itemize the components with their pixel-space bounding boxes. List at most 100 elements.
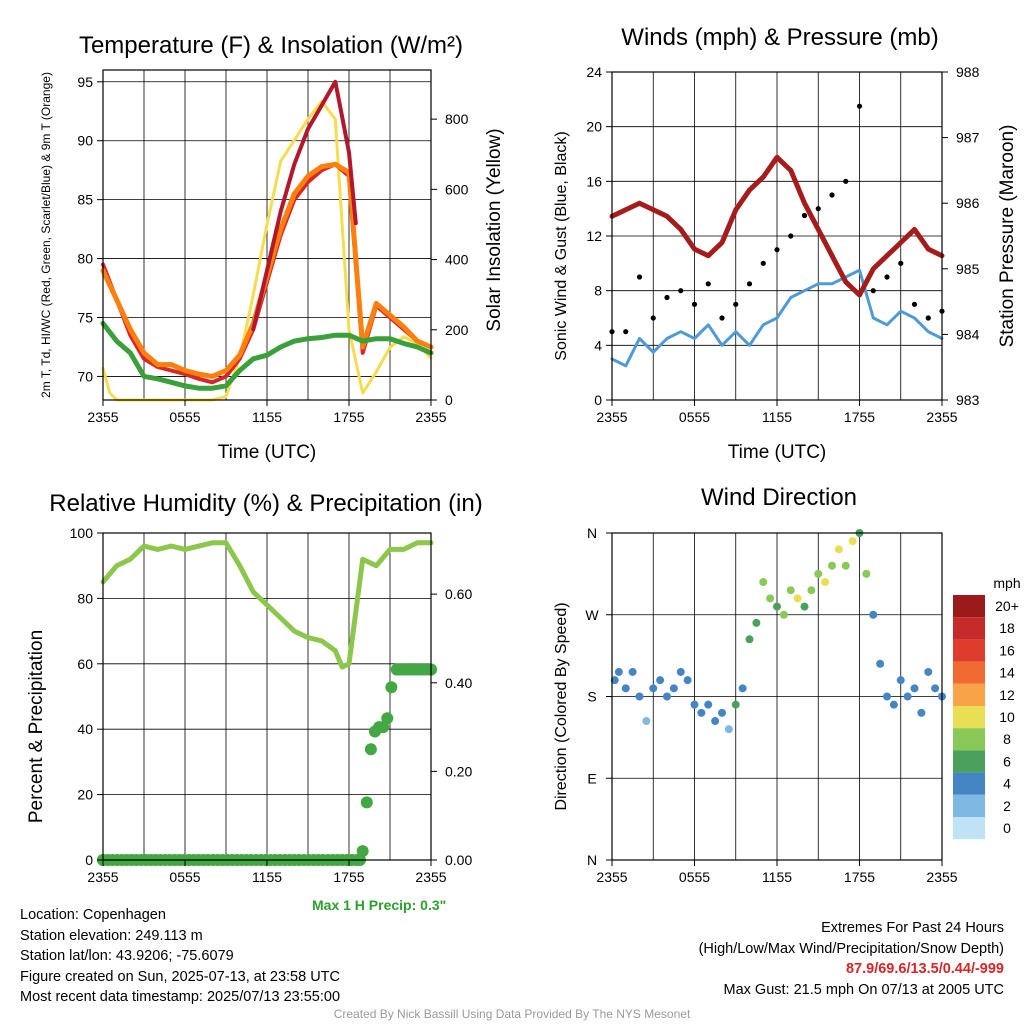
x-tick-label: 2355	[926, 409, 957, 425]
y-tick-label: E	[587, 770, 596, 786]
dewpoint-line	[100, 320, 434, 391]
x-tick-label: 0555	[169, 869, 200, 885]
credit-text: Created By Nick Bassill Using Data Provi…	[333, 1007, 691, 1021]
panel-humidity	[143, 533, 391, 860]
y-tick-label: 60	[77, 656, 93, 672]
max-precip-annotation: Max 1 H Precip: 0.3"	[312, 897, 447, 913]
direction-point	[841, 561, 850, 570]
legend-swatch	[953, 728, 985, 751]
direction-point	[704, 700, 713, 709]
direction-point	[656, 676, 665, 685]
chart-title: Temperature (F) & Insolation (W/m²)	[79, 32, 463, 59]
x-tick-label: 0555	[679, 409, 710, 425]
y-tick-label: W	[585, 607, 599, 623]
direction-point	[690, 700, 699, 709]
y2-tick-label: 400	[445, 252, 469, 268]
legend-label: 6	[1003, 753, 1011, 769]
y-tick-label: 24	[586, 64, 602, 80]
x-tick-label: 1755	[333, 409, 364, 425]
x-tick-label: 2355	[87, 869, 118, 885]
y-tick-label: S	[587, 689, 596, 705]
legend-swatch	[953, 595, 985, 618]
y-axis-label: Direction (Colored By Speed)	[553, 602, 570, 810]
direction-point	[738, 684, 747, 693]
x-tick-label: 1155	[252, 409, 282, 425]
y2-tick-label: 0	[445, 392, 453, 408]
gust-point	[856, 103, 863, 109]
max-gust-text: Max Gust: 21.5 mph On 07/13 at 2005 UTC	[723, 981, 1004, 998]
direction-point	[635, 692, 644, 701]
chart-title: Relative Humidity (%) & Precipitation (i…	[49, 490, 482, 517]
y-tick-label: N	[587, 525, 597, 541]
extremes-title: Extremes For Past 24 Hours	[821, 920, 1004, 936]
direction-point	[896, 676, 905, 685]
gust-point	[911, 301, 918, 307]
y2-tick-label: 0.20	[445, 763, 472, 779]
legend-swatch	[953, 750, 985, 773]
x-axis-label: Time (UTC)	[728, 442, 827, 463]
legend-swatch	[953, 617, 985, 640]
direction-point	[628, 667, 637, 676]
station-pressure-line	[609, 154, 945, 298]
gust-point	[705, 281, 711, 287]
y-tick-label: 20	[77, 787, 93, 803]
gust-point	[691, 301, 698, 307]
chart-title: Winds (mph) & Pressure (mb)	[621, 24, 938, 51]
legend-label: 18	[999, 620, 1015, 636]
x-tick-label: 1755	[844, 409, 875, 425]
direction-point	[779, 610, 788, 619]
direction-point	[931, 684, 940, 693]
gust-point	[678, 288, 684, 294]
extremes-values: 87.9/69.6/13.5/0.44/-999	[845, 961, 1004, 978]
direction-point	[759, 578, 768, 587]
y2-tick-label: 987	[956, 130, 980, 146]
gust-point	[623, 329, 629, 335]
precip-point	[360, 796, 373, 809]
direction-point	[711, 717, 720, 726]
gust-point	[650, 315, 656, 321]
y-tick-label: 20	[586, 119, 602, 135]
direction-point	[610, 676, 619, 685]
x-tick-label: 1155	[762, 409, 792, 425]
direction-point	[752, 618, 761, 627]
gust-point	[843, 178, 849, 184]
gust-point	[636, 274, 643, 280]
precip-point	[385, 681, 398, 694]
direction-point	[910, 684, 919, 693]
direction-point	[697, 708, 706, 717]
extremes-subtitle: (High/Low/Max Wind/Precipitation/Snow De…	[698, 940, 1004, 957]
y-tick-label: 80	[77, 590, 93, 606]
y2-tick-label: 600	[445, 181, 469, 197]
direction-point	[773, 602, 781, 611]
y-tick-label: 90	[77, 133, 93, 149]
direction-point	[876, 659, 885, 668]
legend-swatch	[953, 817, 985, 840]
gust-point	[829, 192, 835, 198]
legend-label: 12	[999, 687, 1015, 703]
direction-point	[800, 602, 809, 611]
x-tick-label: 2355	[415, 869, 446, 885]
y-axis-label: Sonic Wind & Gust (Blue, Black)	[553, 131, 570, 360]
gust-point	[746, 281, 753, 287]
x-tick-label: 1755	[333, 869, 364, 885]
x-tick-label: 1755	[844, 869, 875, 885]
legend-title: mph	[993, 575, 1020, 591]
direction-point	[663, 692, 671, 701]
precip-point	[356, 845, 369, 858]
direction-point	[766, 594, 775, 603]
y-tick-label: N	[587, 852, 597, 868]
y-tick-label: 95	[77, 74, 93, 90]
heat-index-line	[251, 79, 358, 332]
x-tick-label: 2355	[415, 409, 446, 425]
x-tick-label: 2355	[596, 869, 627, 885]
gust-point	[925, 315, 931, 321]
relative-humidity-line	[100, 540, 434, 670]
legend-swatch	[953, 772, 985, 795]
y-tick-label: 0	[594, 392, 602, 408]
legend-label: 4	[1003, 776, 1011, 792]
legend-swatch	[953, 639, 985, 662]
y2-axis-label: Solar Insolation (Yellow)	[484, 128, 505, 331]
x-axis-label: Time (UTC)	[218, 442, 317, 463]
direction-point	[669, 684, 678, 693]
